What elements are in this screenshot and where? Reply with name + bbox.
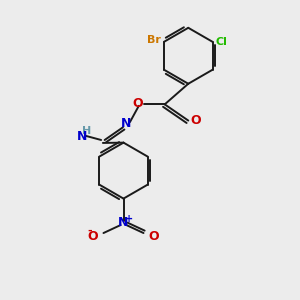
Text: N: N [118, 216, 129, 229]
Text: N: N [121, 117, 132, 130]
Text: +: + [125, 214, 134, 224]
Text: O: O [132, 97, 142, 110]
Text: Cl: Cl [215, 37, 227, 47]
Text: H: H [82, 126, 91, 136]
Text: Br: Br [147, 35, 161, 45]
Text: O: O [190, 114, 201, 127]
Text: -: - [87, 226, 92, 236]
Text: N: N [76, 130, 87, 143]
Text: O: O [148, 230, 159, 243]
Text: O: O [88, 230, 98, 243]
